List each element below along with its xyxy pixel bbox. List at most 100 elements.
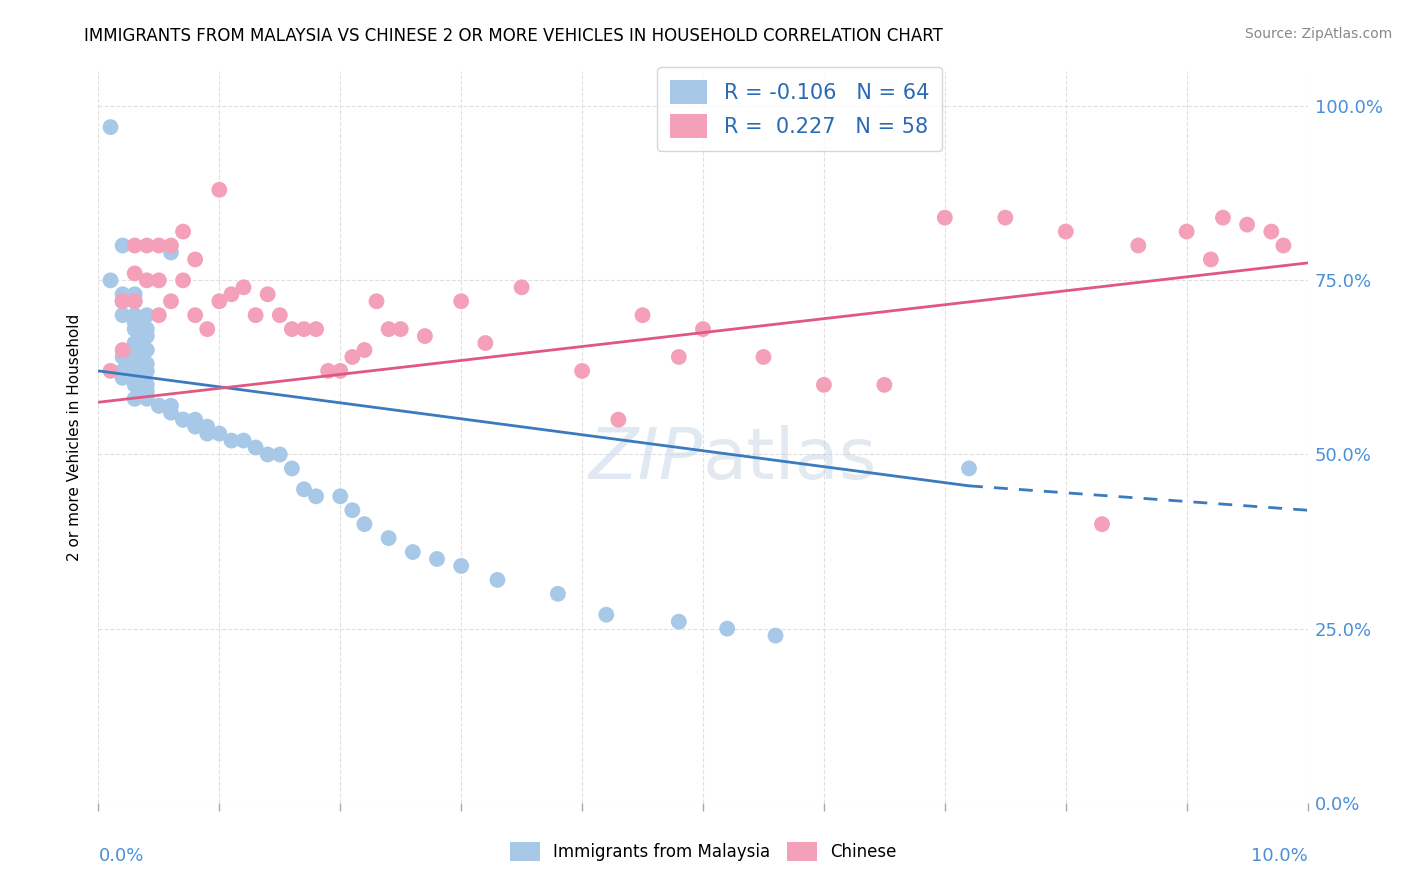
Point xyxy=(245,308,267,322)
Point xyxy=(595,607,617,622)
Point xyxy=(111,308,134,322)
Point xyxy=(135,384,157,399)
Text: ZIP: ZIP xyxy=(589,425,703,493)
Y-axis label: 2 or more Vehicles in Household: 2 or more Vehicles in Household xyxy=(67,313,83,561)
Point xyxy=(256,448,278,462)
Point xyxy=(1199,252,1222,267)
Point xyxy=(135,322,157,336)
Point xyxy=(208,183,231,197)
Point xyxy=(172,273,194,287)
Point xyxy=(765,629,787,643)
Point xyxy=(631,308,654,322)
Point xyxy=(135,329,157,343)
Point xyxy=(111,294,134,309)
Point xyxy=(148,399,170,413)
Point xyxy=(100,364,122,378)
Point xyxy=(256,287,278,301)
Point xyxy=(172,412,194,426)
Point xyxy=(450,294,472,309)
Point xyxy=(342,350,364,364)
Point xyxy=(172,412,194,426)
Point xyxy=(547,587,569,601)
Point xyxy=(111,371,134,385)
Point xyxy=(1128,238,1150,252)
Point xyxy=(716,622,738,636)
Point xyxy=(124,308,146,322)
Point xyxy=(124,294,146,309)
Point xyxy=(195,322,218,336)
Point xyxy=(329,489,352,503)
Point xyxy=(281,322,304,336)
Point xyxy=(292,322,315,336)
Point xyxy=(1236,218,1258,232)
Point xyxy=(269,448,291,462)
Point xyxy=(184,252,207,267)
Point xyxy=(1260,225,1282,239)
Point xyxy=(692,322,714,336)
Point xyxy=(607,412,630,426)
Point xyxy=(135,357,157,371)
Point xyxy=(994,211,1017,225)
Point xyxy=(208,294,231,309)
Point xyxy=(316,364,339,378)
Point xyxy=(124,364,146,378)
Point xyxy=(353,343,375,357)
Point xyxy=(305,489,328,503)
Point xyxy=(208,426,231,441)
Point xyxy=(1272,238,1295,252)
Text: Source: ZipAtlas.com: Source: ZipAtlas.com xyxy=(1244,27,1392,41)
Point xyxy=(450,558,472,573)
Point xyxy=(292,483,315,497)
Point xyxy=(124,287,146,301)
Point xyxy=(934,211,956,225)
Point xyxy=(342,503,364,517)
Legend: Immigrants from Malaysia, Chinese: Immigrants from Malaysia, Chinese xyxy=(503,835,903,868)
Point xyxy=(245,441,267,455)
Point xyxy=(377,322,399,336)
Point xyxy=(124,336,146,351)
Point xyxy=(124,371,146,385)
Point xyxy=(124,357,146,371)
Point xyxy=(1175,225,1198,239)
Point xyxy=(668,615,690,629)
Point xyxy=(160,294,183,309)
Point xyxy=(329,364,352,378)
Point xyxy=(195,426,218,441)
Point xyxy=(160,238,183,252)
Point xyxy=(389,322,412,336)
Point xyxy=(135,392,157,406)
Point xyxy=(195,419,218,434)
Point xyxy=(135,343,157,357)
Point xyxy=(1091,517,1114,532)
Point xyxy=(124,322,146,336)
Point xyxy=(486,573,509,587)
Text: 10.0%: 10.0% xyxy=(1251,847,1308,864)
Point xyxy=(148,308,170,322)
Point xyxy=(172,225,194,239)
Point xyxy=(281,461,304,475)
Point xyxy=(148,238,170,252)
Point xyxy=(232,434,254,448)
Text: 0.0%: 0.0% xyxy=(98,847,143,864)
Point xyxy=(124,266,146,280)
Point xyxy=(184,308,207,322)
Point xyxy=(873,377,896,392)
Point xyxy=(305,322,328,336)
Point xyxy=(124,294,146,309)
Point xyxy=(135,364,157,378)
Point xyxy=(752,350,775,364)
Point xyxy=(148,399,170,413)
Point xyxy=(184,412,207,426)
Point xyxy=(124,350,146,364)
Point xyxy=(111,343,134,357)
Point xyxy=(510,280,533,294)
Point xyxy=(402,545,425,559)
Point xyxy=(269,308,291,322)
Point xyxy=(124,392,146,406)
Point xyxy=(377,531,399,545)
Point xyxy=(221,287,243,301)
Point xyxy=(111,350,134,364)
Point xyxy=(160,245,183,260)
Point xyxy=(957,461,980,475)
Point xyxy=(413,329,436,343)
